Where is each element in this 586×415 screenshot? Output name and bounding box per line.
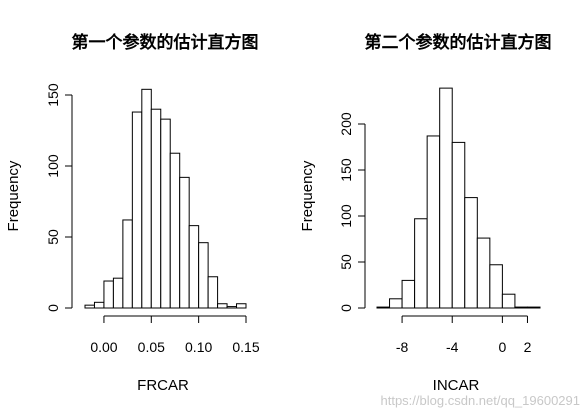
histogram-bar: [226, 306, 238, 309]
histogram-bar: [131, 111, 143, 309]
histogram-bar: [93, 301, 105, 309]
y-axis-2: 0 50 100 150 200: [338, 112, 366, 312]
x-tick-label: 2: [524, 339, 532, 355]
x-axis-2: -8 -4 0 2: [396, 315, 532, 355]
x-tick-label: 0.15: [232, 339, 259, 355]
histogram-bar: [179, 176, 190, 309]
histogram-bar: [439, 87, 453, 309]
histogram-bar: [426, 135, 441, 309]
histogram-bar: [414, 218, 428, 309]
histogram-bar: [376, 306, 391, 309]
x-axis-label-2: INCAR: [433, 377, 480, 394]
y-axis-label-1: Frequency: [5, 160, 22, 231]
histogram-bar: [160, 118, 171, 309]
histogram-bar: [401, 279, 416, 309]
x-tick-label: 0.10: [185, 339, 212, 355]
histogram-bar: [112, 277, 124, 309]
histogram-bar: [169, 152, 181, 309]
watermark-text: https://blog.csdn.net/qq_19600291: [381, 393, 581, 408]
histogram-bar: [451, 141, 466, 309]
y-tick-label: 0: [338, 304, 354, 312]
histogram-panel-incar: 第二个参数的估计直方图 INCAR Frequency -8 -4 0 2 0 50 10…: [299, 32, 552, 394]
x-axis-label-1: FRCAR: [137, 377, 189, 394]
x-tick-label: 0.05: [138, 339, 165, 355]
histogram-bar: [464, 197, 478, 309]
y-axis-label-2: Frequency: [299, 160, 316, 231]
histogram-bar: [236, 303, 247, 309]
y-tick-label: 100: [338, 204, 354, 228]
histogram-bar: [526, 306, 541, 309]
y-tick-label: 200: [338, 112, 354, 136]
histogram-bar: [150, 108, 162, 309]
y-tick-label: 150: [45, 83, 61, 107]
y-axis-1: 0 50 100 150: [45, 83, 73, 312]
y-tick-label: 50: [45, 229, 61, 245]
histogram-bar: [103, 280, 114, 309]
y-tick-label: 0: [45, 304, 61, 312]
x-tick-label: 0: [498, 339, 506, 355]
histogram-bar: [122, 219, 133, 309]
bar-group-1: [84, 88, 247, 309]
histogram-bar: [514, 306, 528, 309]
histogram-bar: [489, 264, 503, 309]
chart-title-1: 第一个参数的估计直方图: [72, 32, 259, 53]
histogram-bar: [188, 225, 200, 309]
bar-group-2: [376, 87, 541, 309]
histogram-panel-frcar: 第一个参数的估计直方图 FRCAR Frequency 0.00 0.05 0.10…: [5, 32, 260, 394]
histogram-bar: [476, 237, 491, 309]
histogram-bar: [207, 276, 219, 309]
y-tick-label: 100: [45, 154, 61, 178]
histogram-bar: [389, 298, 403, 309]
y-tick-label: 50: [338, 254, 354, 270]
x-tick-label: -4: [446, 339, 459, 355]
histogram-bar: [141, 88, 152, 309]
chart-title-2: 第二个参数的估计直方图: [365, 32, 552, 53]
histogram-bar: [84, 304, 95, 309]
histogram-bar: [501, 293, 516, 309]
x-tick-label: 0.00: [90, 339, 117, 355]
x-axis-1: 0.00 0.05 0.10 0.15: [90, 315, 260, 355]
y-tick-label: 150: [338, 158, 354, 182]
histogram-bar: [217, 303, 228, 309]
histogram-bar: [198, 242, 209, 309]
x-tick-label: -8: [396, 339, 409, 355]
